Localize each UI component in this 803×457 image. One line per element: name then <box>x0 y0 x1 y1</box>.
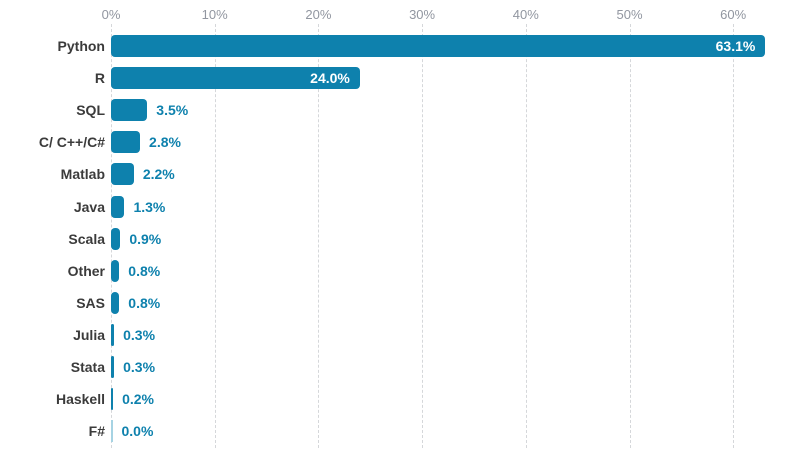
x-tick-label: 0% <box>101 7 121 22</box>
category-label: C/ C++/C# <box>38 134 105 151</box>
bar-row: SAS 0.8% <box>0 291 803 314</box>
category-label: Scala <box>68 230 105 247</box>
category-label: Julia <box>73 326 105 343</box>
x-tick-label: 50% <box>616 7 643 22</box>
bar-row: SQL 3.5% <box>0 99 803 122</box>
bar-row: C/ C++/C# 2.8% <box>0 131 803 154</box>
value-label: 3.5% <box>156 102 189 119</box>
category-label: SQL <box>76 102 105 119</box>
bar-row: Haskell 0.2% <box>0 388 803 411</box>
bar-row: Scala 0.9% <box>0 227 803 250</box>
category-label: Java <box>73 198 105 215</box>
bar-row: Java 1.3% <box>0 195 803 218</box>
bar <box>111 227 121 250</box>
gridline <box>318 24 320 448</box>
x-tick-label: 10% <box>201 7 228 22</box>
x-tick-label: 20% <box>305 7 332 22</box>
value-label: 0.8% <box>128 294 161 311</box>
category-label: Other <box>67 262 105 279</box>
bar <box>111 99 148 122</box>
bar <box>111 323 115 346</box>
bar-row: Other 0.8% <box>0 259 803 282</box>
bar-row: R 24.0% <box>0 67 803 90</box>
x-tick-label: 30% <box>409 7 436 22</box>
bar <box>111 420 113 443</box>
bar <box>111 67 360 90</box>
value-label: 0.3% <box>123 326 156 343</box>
bar-row: Python 63.1% <box>0 35 803 57</box>
value-label: 63.1% <box>715 38 756 54</box>
value-label: 2.8% <box>149 134 181 151</box>
gridline <box>629 24 631 448</box>
category-label: Stata <box>70 359 105 375</box>
value-label: 0.9% <box>129 230 162 247</box>
bar <box>111 259 120 282</box>
bar-row: Julia 0.3% <box>0 323 803 346</box>
value-label: 0.0% <box>121 423 154 440</box>
gridline <box>422 24 424 448</box>
value-label: 0.2% <box>122 391 154 408</box>
bar <box>111 195 125 218</box>
value-label: 1.3% <box>133 198 166 215</box>
bar-row: Stata 0.3% <box>0 356 803 378</box>
bar <box>111 163 134 186</box>
x-tick-label: 60% <box>720 7 747 22</box>
bar <box>111 291 120 314</box>
value-label: 24.0% <box>310 70 350 87</box>
value-label: 0.8% <box>128 262 161 279</box>
x-tick-label: 40% <box>512 7 539 22</box>
category-label: F# <box>88 423 105 440</box>
bar-row: F# 0.0% <box>0 420 803 443</box>
gridline <box>525 24 527 448</box>
category-label: Haskell <box>55 391 105 408</box>
category-label: Matlab <box>60 166 105 183</box>
gridline <box>733 24 735 448</box>
value-label: 0.3% <box>123 359 156 375</box>
bar <box>111 356 115 378</box>
value-label: 2.2% <box>142 166 175 183</box>
gridline <box>214 24 216 448</box>
category-label: SAS <box>76 294 105 311</box>
bar-row: Matlab 2.2% <box>0 163 803 186</box>
bar <box>111 131 141 154</box>
bar <box>111 35 766 57</box>
bar <box>111 388 114 411</box>
category-label: R <box>94 70 105 87</box>
category-label: Python <box>57 38 105 54</box>
